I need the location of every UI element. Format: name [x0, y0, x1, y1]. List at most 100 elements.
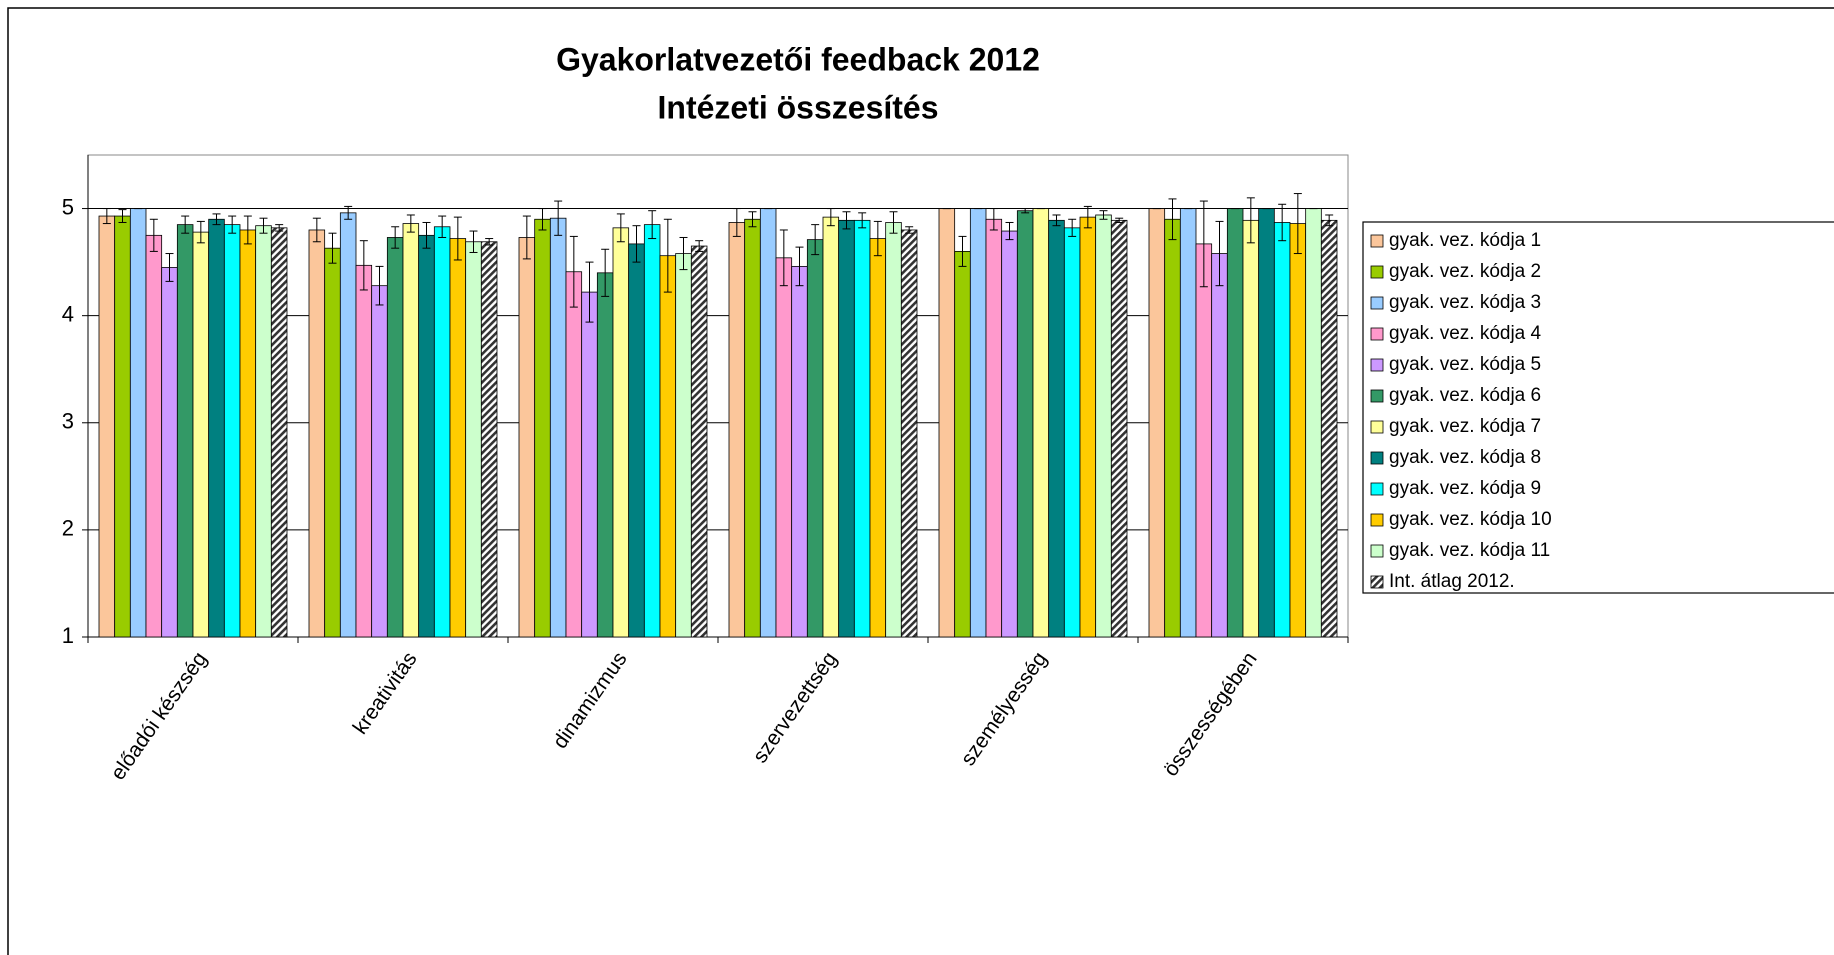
error-bar — [485, 238, 494, 246]
bar — [1305, 208, 1322, 638]
bar — [838, 219, 855, 638]
legend-label: gyak. vez. kódja 1 — [1389, 230, 1541, 251]
error-bar — [858, 212, 867, 229]
error-bar — [826, 208, 835, 227]
legend-label: gyak. vez. kódja 11 — [1389, 540, 1550, 561]
bar — [98, 215, 116, 638]
legend-swatch — [1370, 358, 1384, 372]
bar — [728, 222, 746, 638]
bar — [1226, 208, 1244, 638]
error-bar — [873, 220, 882, 257]
bar — [759, 208, 777, 638]
legend-label: gyak. vez. kódja 5 — [1389, 354, 1541, 375]
bar — [1258, 208, 1275, 638]
bar — [114, 215, 131, 638]
bar — [1095, 214, 1112, 638]
error-bar — [1168, 198, 1177, 241]
legend-swatch — [1370, 265, 1384, 279]
bar — [628, 243, 645, 638]
bar — [822, 216, 840, 638]
error-bar — [522, 215, 531, 260]
error-bar — [359, 240, 368, 291]
bar — [853, 219, 871, 638]
error-bar — [165, 253, 174, 282]
legend-swatch — [1370, 389, 1384, 403]
error-bar — [663, 218, 672, 293]
bar — [1320, 219, 1338, 638]
error-bar — [538, 208, 547, 231]
bar — [480, 241, 498, 638]
error-bar — [1246, 197, 1255, 244]
error-bar — [695, 240, 704, 252]
error-bar — [328, 232, 337, 264]
bar — [596, 272, 614, 638]
bar — [675, 253, 692, 638]
bar — [339, 212, 357, 638]
bar — [129, 208, 147, 638]
y-tick-label: 3 — [62, 409, 74, 434]
error-bar — [391, 226, 400, 249]
error-bar — [569, 235, 578, 308]
error-bar — [181, 215, 190, 234]
legend-label: gyak. vez. kódja 6 — [1389, 385, 1541, 406]
legend-swatch — [1370, 513, 1384, 527]
bar — [1211, 253, 1228, 638]
error-bar — [375, 265, 384, 306]
error-bar — [842, 211, 851, 230]
bar — [223, 224, 241, 638]
plot-area — [87, 154, 1349, 638]
error-bar — [648, 210, 657, 240]
bar — [208, 218, 225, 638]
bar — [869, 238, 887, 638]
bar — [643, 224, 661, 638]
error-bar — [1215, 220, 1224, 287]
bar — [449, 238, 467, 638]
error-bar — [905, 226, 914, 234]
error-bar — [889, 211, 898, 234]
error-bar — [1083, 205, 1092, 229]
bar — [371, 285, 388, 638]
bar — [581, 291, 598, 638]
legend-label: gyak. vez. kódja 7 — [1389, 416, 1541, 437]
legend-swatch — [1370, 451, 1384, 465]
error-bar — [1021, 208, 1030, 214]
legend-label: gyak. vez. kódja 2 — [1389, 261, 1541, 282]
error-bar — [469, 230, 478, 253]
legend-swatch — [1370, 482, 1384, 496]
error-bar — [1325, 214, 1334, 227]
y-tick-label: 1 — [62, 623, 74, 648]
bar — [1179, 208, 1197, 638]
bar — [1164, 218, 1181, 638]
bar — [612, 227, 630, 638]
error-bar — [149, 218, 158, 252]
error-bar — [453, 216, 462, 261]
bar — [549, 217, 567, 638]
error-bar — [732, 208, 741, 237]
legend-label: gyak. vez. kódja 4 — [1389, 323, 1542, 344]
bar — [954, 250, 971, 638]
error-bar — [243, 215, 252, 245]
bar — [806, 239, 824, 638]
bar — [255, 225, 272, 638]
bar — [791, 265, 808, 638]
error-bar — [601, 248, 610, 297]
error-bar — [958, 235, 967, 267]
error-bar — [1199, 200, 1208, 288]
y-tick-label: 5 — [62, 194, 74, 219]
legend-swatch — [1370, 575, 1384, 589]
bar — [1273, 222, 1291, 638]
error-bar — [344, 205, 353, 220]
error-bar — [1099, 210, 1108, 220]
error-bar — [1278, 203, 1287, 242]
bar — [324, 247, 341, 638]
legend-label: gyak. vez. kódja 10 — [1389, 509, 1552, 530]
chart-title: Gyakorlatvezetői feedback 2012 — [556, 41, 1040, 77]
bar — [418, 234, 435, 638]
bar — [161, 267, 178, 638]
bar — [192, 231, 210, 638]
bar — [1110, 219, 1128, 638]
error-bar — [102, 208, 111, 225]
error-bar — [989, 208, 998, 231]
bar — [744, 218, 761, 638]
